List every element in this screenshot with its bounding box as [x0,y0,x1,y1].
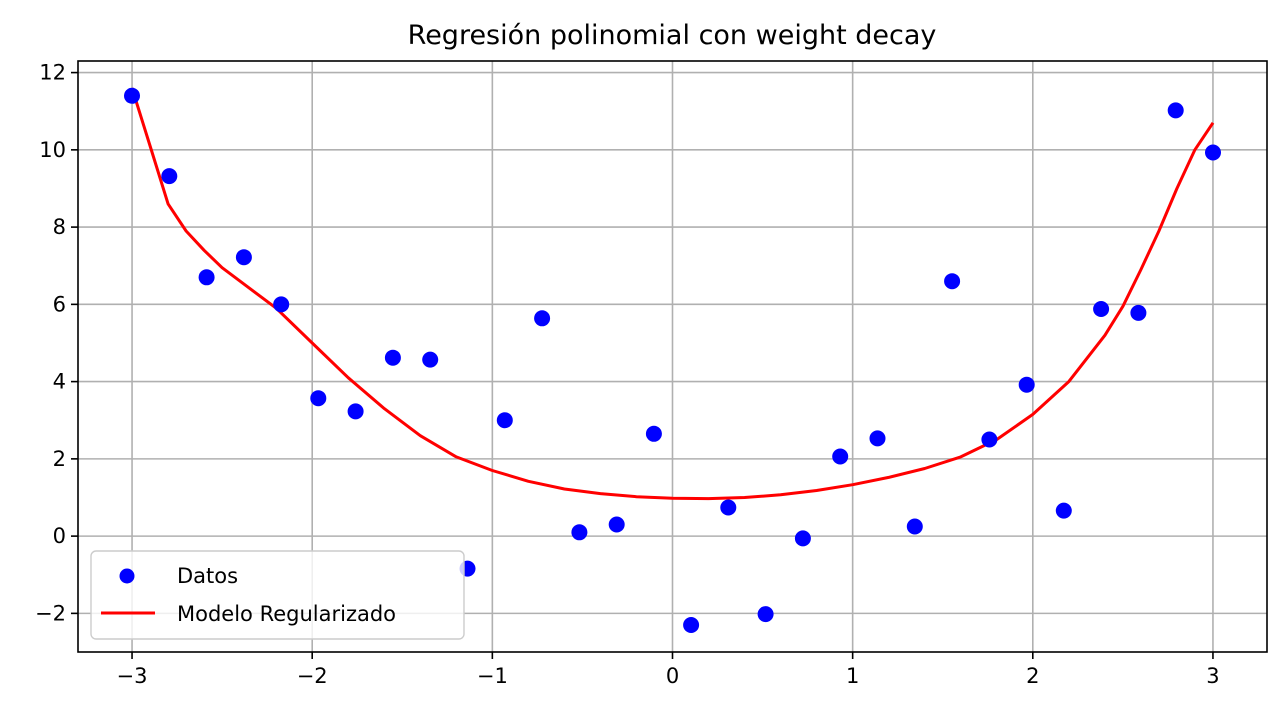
data-point [1018,376,1035,393]
data-point [1055,502,1072,519]
chart-title: Regresión polinomial con weight decay [408,20,937,51]
data-point [1130,304,1147,321]
data-point [198,269,215,286]
data-point [347,403,364,420]
y-tick-label: 2 [53,447,66,471]
y-tick-label: −2 [35,601,66,625]
data-point [235,249,252,266]
y-tick-label: 0 [53,524,66,548]
y-tick-label: 4 [53,370,66,394]
y-tick-label: 10 [39,138,66,162]
y-tick-label: 12 [39,61,66,85]
data-point [1205,144,1221,161]
x-tick-label: 2 [1026,664,1039,688]
legend-box [90,550,465,640]
line-layer [130,87,1215,501]
data-point [645,425,662,442]
data-point [422,351,439,368]
data-point [794,530,811,547]
x-tick-label: −2 [297,664,328,688]
data-point [384,349,401,366]
data-point [534,310,551,327]
x-tick-label: 3 [1206,664,1219,688]
legend-label-datos: Datos [177,564,238,588]
data-point [906,518,923,535]
legend-marker-datos [119,568,135,584]
y-tick-label: 6 [53,292,66,316]
data-point [608,516,625,533]
data-point [720,499,737,516]
data-point [944,273,961,290]
points-layer [124,87,1221,633]
y-tick-label: 8 [53,215,66,239]
x-tick-label: 0 [666,664,679,688]
data-point [757,606,774,623]
data-point [1093,301,1110,317]
legend-label-modelo: Modelo Regularizado [177,602,396,626]
data-point [496,412,513,429]
data-point [832,448,849,465]
data-point [981,431,998,448]
x-tick-label: −1 [477,664,508,688]
data-point [683,617,700,633]
data-point [869,430,886,447]
x-axis: −3 −2 −1 0 1 2 3 [117,652,1220,688]
x-tick-label: −3 [117,664,148,688]
data-point [310,390,327,407]
legend: Datos Modelo Regularizado [90,550,465,640]
y-axis: −2 0 2 4 6 8 10 12 [35,61,78,625]
series-line-modelo-regularizado [130,87,1215,501]
data-point [571,524,588,541]
data-point [124,87,140,104]
data-point [273,296,290,313]
x-tick-label: 1 [846,664,859,688]
data-point [1167,102,1184,119]
data-point [161,168,178,185]
